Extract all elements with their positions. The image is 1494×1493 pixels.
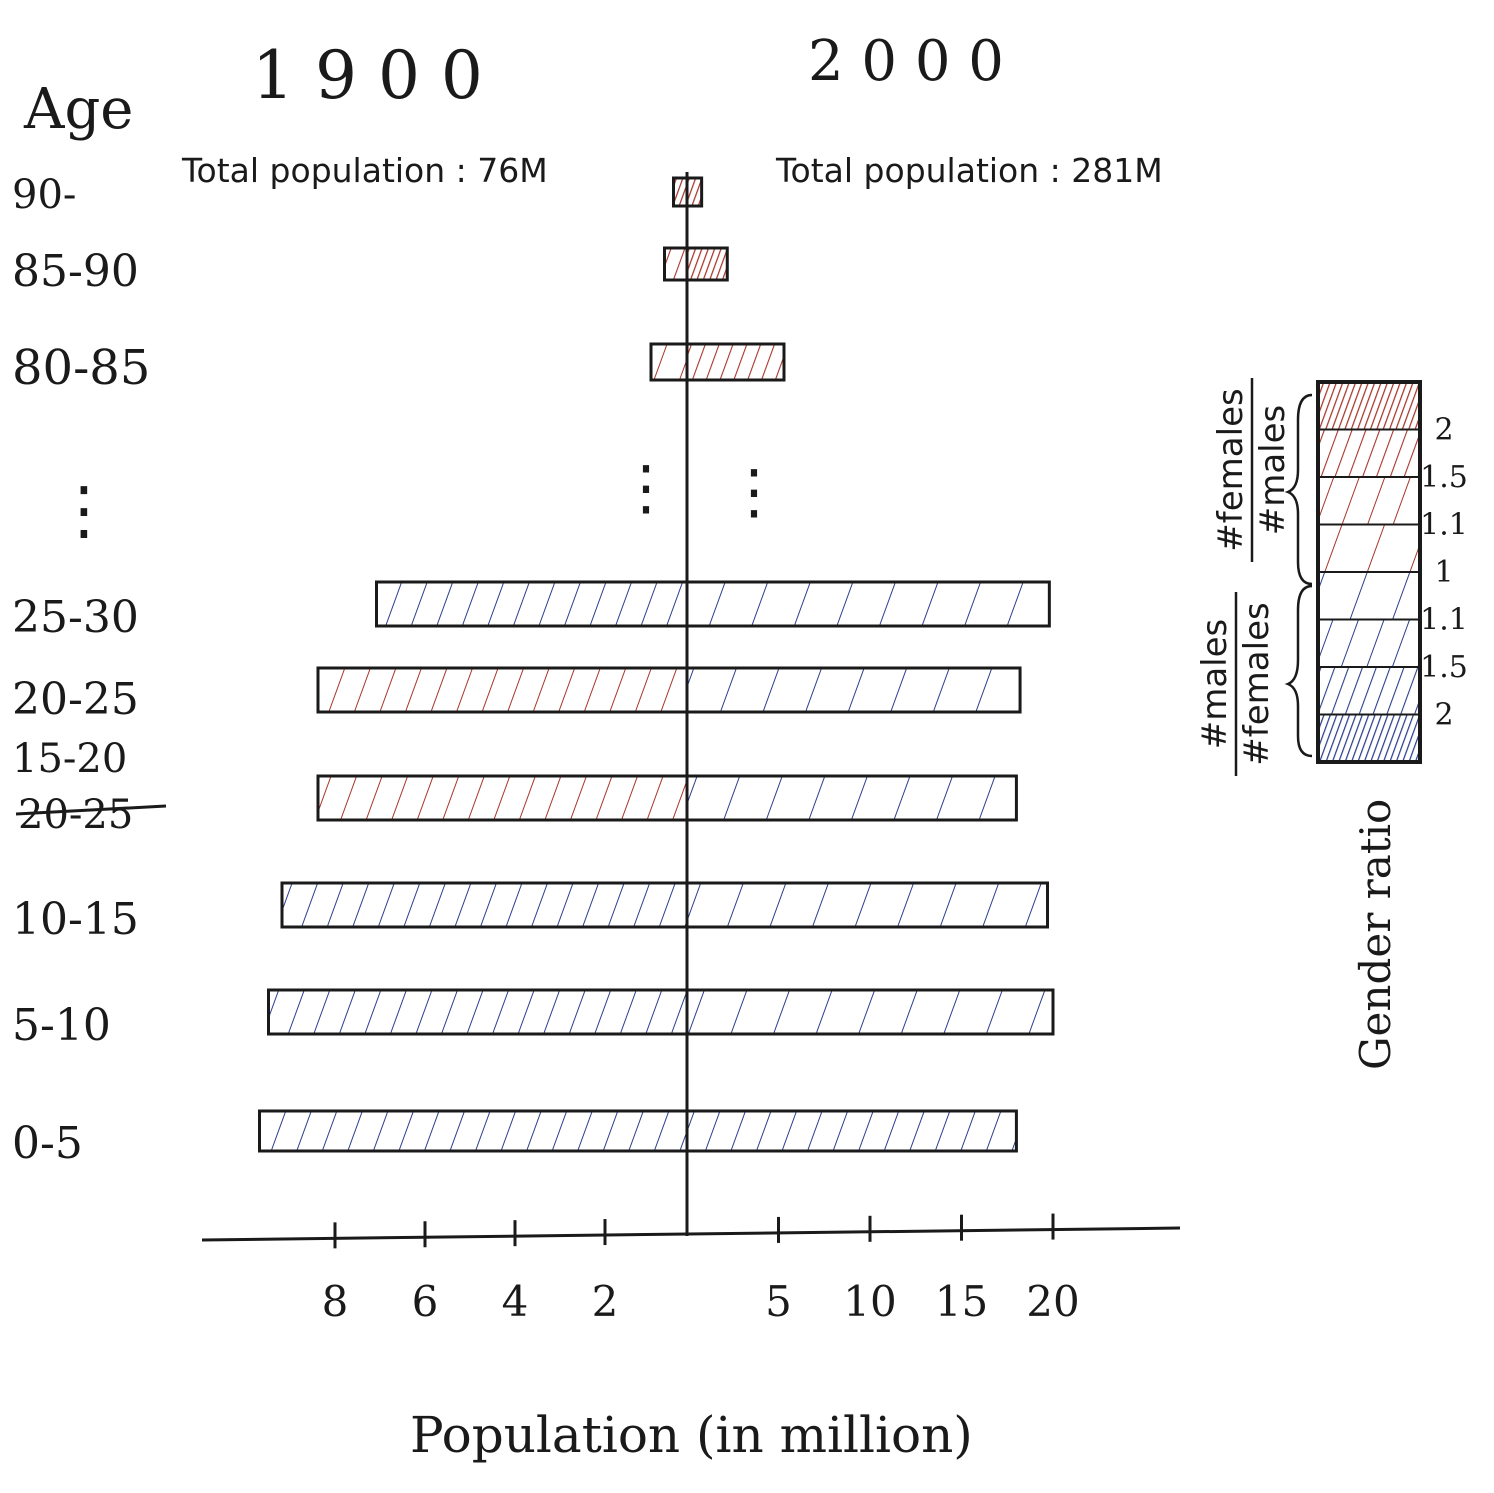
legend-tick-label-6: 2 <box>1434 698 1453 733</box>
legend-male-fraction: #males #females <box>1195 592 1277 776</box>
tick-label-1900-2: 2 <box>592 1277 619 1326</box>
age-axis-title: Age <box>23 77 133 142</box>
legend-tick-label-5: 1.5 <box>1420 650 1468 685</box>
bar-1900-90 <box>672 176 689 208</box>
age-label-15-20: 15-20 <box>12 736 127 782</box>
legend-male-denominator: #females <box>1237 602 1277 765</box>
legend-tick-labels: 2 1.5 1.1 1 1.1 1.5 2 <box>1420 413 1468 733</box>
legend-female-fraction: #females #males <box>1211 378 1293 562</box>
legend-box-male-5 <box>1317 618 1421 668</box>
legend-box-female-0 <box>1317 381 1421 431</box>
legend-female-numerator: #females <box>1211 388 1251 551</box>
bar-1900-85-90 <box>663 246 689 282</box>
horizontal-axis <box>201 1226 1181 1242</box>
bar-2000-25-30 <box>685 580 1051 628</box>
age-label-0-5: 0-5 <box>12 1118 83 1169</box>
bar-2000-85-90 <box>685 246 729 282</box>
tick-label-1900-6: 6 <box>412 1277 439 1326</box>
legend-tick-label-1: 1.5 <box>1420 460 1468 495</box>
tick-label-1900-4: 4 <box>502 1277 529 1326</box>
ticks-layer: 8 6 4 2 5 10 15 20 <box>322 1213 1080 1326</box>
tick-label-2000-5: 5 <box>765 1277 792 1326</box>
bar-2000-20-25 <box>685 666 1022 714</box>
bar-1900-25-30 <box>375 580 689 628</box>
tick-label-2000-10: 10 <box>843 1277 896 1326</box>
bar-1900-10-15 <box>280 881 689 929</box>
total-population-2000: Total population : 281M <box>775 151 1163 190</box>
total-population-1900: Total population : 76M <box>181 151 548 190</box>
bar-1900-0-5 <box>258 1109 689 1153</box>
year-1900-title: 1 9 0 0 <box>252 37 483 114</box>
tick-label-2000-15: 15 <box>935 1277 988 1326</box>
legend-box-male-7 <box>1317 713 1421 763</box>
legend-box-male-6 <box>1317 666 1421 716</box>
age-label-20-25: 20-25 <box>12 674 139 725</box>
age-label-90: 90- <box>12 172 76 218</box>
age-label-10-15: 10-15 <box>12 894 139 945</box>
legend-box-female-3 <box>1317 523 1421 573</box>
legend-title: Gender ratio <box>1351 799 1400 1070</box>
tick-label-1900-8: 8 <box>322 1277 349 1326</box>
legend-female-brace <box>1284 393 1313 586</box>
bar-1900-15-20 <box>316 774 689 822</box>
bar-1900-5-10 <box>267 988 689 1036</box>
age-label-5-10: 5-10 <box>12 1000 111 1051</box>
legend-female-denominator: #males <box>1253 405 1293 536</box>
age-label-strike-line <box>15 804 167 816</box>
legend-tick-label-0: 2 <box>1434 413 1453 448</box>
age-label-85-90: 85-90 <box>12 246 139 297</box>
legend-frame <box>1316 380 1422 764</box>
bar-2000-5-10 <box>685 988 1055 1036</box>
legend-tick-label-2: 1.1 <box>1420 508 1468 543</box>
year-2000-title: 2 0 0 0 <box>808 29 1004 94</box>
legend-box-female-2 <box>1317 476 1421 526</box>
bar-1900-80-85 <box>649 342 689 382</box>
legend-box-male-4 <box>1317 571 1421 621</box>
legend-boxes <box>1317 381 1421 763</box>
legend-male-brace <box>1284 584 1313 758</box>
bar-2000-80-85 <box>685 342 786 382</box>
bars-ellipsis-left: ⋮ <box>616 453 676 523</box>
bars-layer <box>258 176 1055 1153</box>
age-ellipsis: ⋮ <box>52 474 116 548</box>
legend-tick-label-3: 1 <box>1434 555 1453 590</box>
tick-label-2000-20: 20 <box>1026 1277 1079 1326</box>
bar-1900-20-25 <box>316 666 689 714</box>
x-axis-title: Population (in million) <box>410 1406 973 1464</box>
bar-2000-90 <box>685 176 704 208</box>
legend-male-numerator: #males <box>1195 619 1235 750</box>
age-label-80-85: 80-85 <box>12 340 150 396</box>
age-label-struck: 20-25 <box>18 792 133 838</box>
gender-ratio-legend: 2 1.5 1.1 1 1.1 1.5 2 #females #males #males #… <box>1195 378 1468 1070</box>
bars-ellipsis-right: ⋮ <box>724 457 784 527</box>
age-labels-layer: 90- 85-90 80-85 25-30 20-25 15-20 20-25 10-15 5-… <box>12 172 167 1169</box>
bar-2000-10-15 <box>685 881 1050 929</box>
age-label-25-30: 25-30 <box>12 592 139 643</box>
bar-2000-15-20 <box>685 774 1018 822</box>
legend-tick-label-4: 1.1 <box>1420 603 1468 638</box>
bar-2000-0-5 <box>685 1109 1018 1153</box>
legend-box-female-1 <box>1317 428 1421 478</box>
